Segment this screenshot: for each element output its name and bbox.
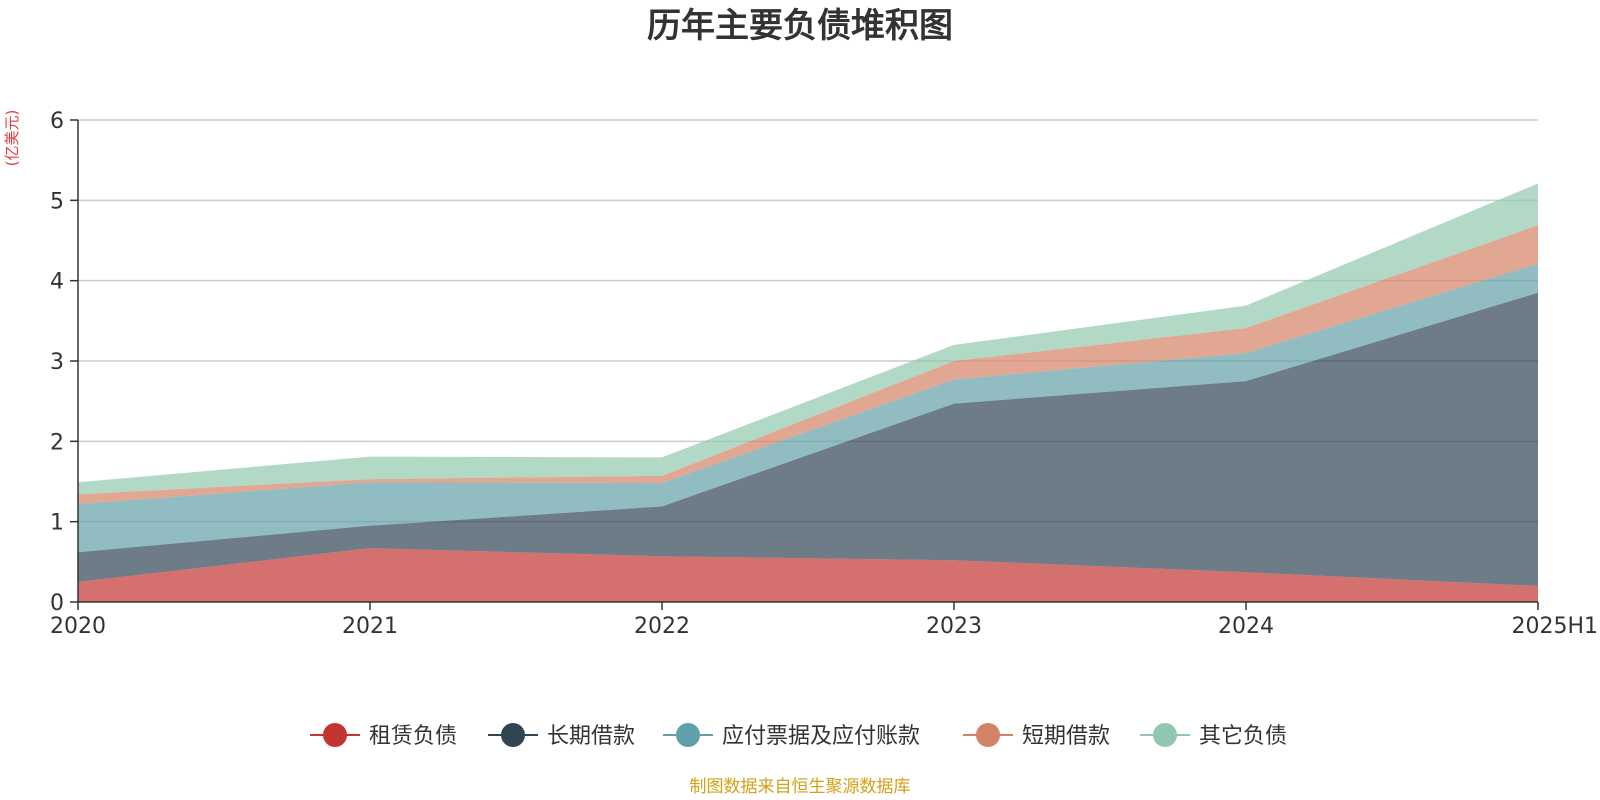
data-source-note: 制图数据来自恒生聚源数据库 — [690, 777, 911, 797]
y-tick-label-5: 5 — [50, 189, 64, 214]
legend-label-3: 短期借款 — [1022, 724, 1110, 749]
legend-marker-2 — [676, 723, 700, 747]
legend-item-3[interactable]: 短期借款 — [963, 723, 1110, 749]
legend-marker-0 — [323, 723, 347, 747]
area-series-1 — [78, 292, 1538, 586]
chart-title: 历年主要负债堆积图 — [647, 6, 953, 46]
legend-item-2[interactable]: 应付票据及应付账款 — [663, 723, 920, 749]
y-tick-label-0: 0 — [50, 591, 64, 616]
x-tick-label-4: 2024 — [1218, 614, 1274, 639]
y-tick-label-4: 4 — [50, 270, 64, 295]
y-tick-label-1: 1 — [50, 511, 64, 536]
y-tick-label-2: 2 — [50, 430, 64, 455]
legend: 租赁负债 长期借款 应付票据及应付账款 短期借款 其它负债 — [310, 723, 1287, 749]
legend-item-0[interactable]: 租赁负债 — [310, 723, 457, 749]
x-tick-label-5: 2025H1 — [1511, 614, 1598, 639]
area-series-0 — [78, 548, 1538, 602]
x-tick-label-0: 2020 — [50, 614, 106, 639]
stacked-areas — [78, 183, 1538, 602]
y-tick-label-3: 3 — [50, 350, 64, 375]
legend-item-1[interactable]: 长期借款 — [488, 723, 635, 749]
legend-marker-1 — [501, 723, 525, 747]
area-series-2 — [78, 263, 1538, 553]
legend-item-4[interactable]: 其它负债 — [1140, 723, 1287, 749]
legend-label-2: 应付票据及应付账款 — [722, 724, 920, 749]
y-tick-label-6: 6 — [50, 109, 64, 134]
legend-label-0: 租赁负债 — [369, 724, 457, 749]
y-axis-unit-label: (亿美元) — [3, 110, 21, 167]
x-tick-label-2: 2022 — [634, 614, 690, 639]
legend-marker-4 — [1153, 723, 1177, 747]
x-tick-label-1: 2021 — [342, 614, 398, 639]
legend-label-1: 长期借款 — [547, 724, 635, 749]
legend-label-4: 其它负债 — [1199, 724, 1287, 749]
axes: 0 1 2 3 4 5 6 2020 2021 2022 2023 2024 2025H1 — [50, 109, 1598, 639]
legend-marker-3 — [976, 723, 1000, 747]
x-tick-label-3: 2023 — [926, 614, 982, 639]
